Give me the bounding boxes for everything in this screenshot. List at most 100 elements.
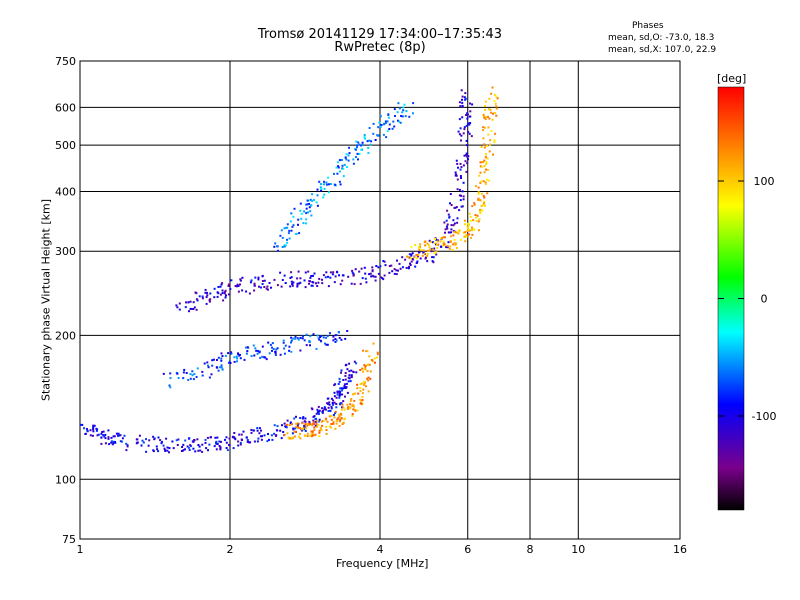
data-point	[289, 220, 292, 223]
data-point	[220, 352, 223, 355]
data-point	[490, 92, 493, 95]
data-point	[316, 285, 319, 287]
data-point	[347, 159, 350, 162]
data-point	[461, 104, 464, 107]
data-point	[189, 444, 192, 447]
data-point	[168, 451, 170, 454]
data-point	[417, 254, 420, 256]
data-point	[309, 335, 312, 338]
data-point	[265, 358, 268, 361]
data-point	[343, 383, 346, 386]
data-point	[304, 286, 307, 289]
data-point	[456, 162, 459, 165]
data-point	[466, 225, 469, 228]
data-point	[456, 247, 458, 249]
data-point	[199, 449, 202, 452]
data-point	[360, 267, 363, 270]
data-point	[488, 117, 491, 120]
data-point	[254, 276, 257, 279]
data-point	[324, 407, 326, 409]
data-point	[432, 261, 435, 264]
data-point	[485, 178, 488, 181]
data-point	[281, 246, 284, 248]
data-point	[102, 430, 105, 433]
data-point	[286, 432, 289, 435]
data-point	[311, 281, 314, 283]
data-point	[456, 178, 459, 181]
data-point	[467, 228, 470, 231]
data-point	[293, 430, 296, 433]
data-point	[221, 368, 224, 371]
data-point	[330, 407, 333, 410]
data-point	[342, 406, 345, 409]
data-point	[269, 343, 272, 346]
data-point	[309, 210, 312, 213]
data-point	[440, 245, 443, 248]
data-point	[283, 227, 286, 230]
data-point	[480, 166, 483, 168]
data-point	[359, 383, 362, 386]
data-point	[495, 107, 498, 110]
data-point	[453, 242, 456, 245]
data-point	[256, 352, 259, 355]
data-point	[259, 356, 262, 359]
data-point	[456, 217, 459, 220]
data-point	[364, 277, 367, 280]
data-point	[323, 183, 325, 186]
data-point	[382, 260, 385, 262]
data-point	[440, 237, 442, 240]
data-point	[341, 164, 344, 167]
data-point	[484, 116, 487, 119]
data-point	[136, 441, 139, 444]
data-point	[246, 440, 249, 443]
data-point	[367, 390, 370, 393]
data-point	[306, 203, 309, 206]
data-point	[238, 433, 241, 436]
data-point	[305, 207, 308, 210]
data-point	[339, 387, 342, 390]
data-point	[348, 374, 351, 377]
data-point	[184, 448, 186, 451]
data-point	[347, 275, 350, 278]
data-point	[366, 370, 369, 373]
data-point	[257, 276, 260, 279]
data-point	[329, 409, 332, 412]
data-point	[309, 276, 312, 279]
data-point	[325, 432, 328, 435]
data-point	[120, 440, 123, 443]
data-point	[494, 102, 497, 105]
data-point	[294, 427, 297, 430]
data-point	[410, 246, 413, 249]
data-point	[336, 161, 339, 164]
data-point	[329, 276, 332, 279]
data-point	[450, 228, 453, 231]
data-point	[449, 193, 452, 195]
data-point	[355, 140, 358, 143]
data-point	[303, 428, 306, 431]
data-point	[344, 364, 347, 367]
data-point	[304, 271, 307, 274]
data-point	[399, 267, 402, 270]
data-point	[446, 223, 449, 226]
data-point	[379, 276, 382, 279]
data-point	[228, 437, 231, 440]
data-point	[273, 424, 276, 427]
data-point	[360, 400, 363, 403]
data-point	[457, 130, 460, 133]
data-point	[323, 408, 326, 411]
x-tick-labels: 1 2 4 6 8 10 16	[77, 543, 688, 556]
data-point	[185, 372, 188, 374]
data-point	[311, 424, 313, 427]
data-point	[355, 148, 357, 151]
data-point	[327, 275, 329, 278]
data-point	[315, 201, 318, 204]
data-point	[225, 436, 228, 439]
data-point	[466, 162, 469, 165]
data-point	[401, 111, 404, 114]
data-point	[205, 447, 208, 450]
data-point	[352, 274, 355, 277]
data-point	[308, 340, 311, 343]
data-point	[460, 89, 463, 92]
data-point	[491, 118, 494, 121]
data-point	[294, 337, 297, 340]
